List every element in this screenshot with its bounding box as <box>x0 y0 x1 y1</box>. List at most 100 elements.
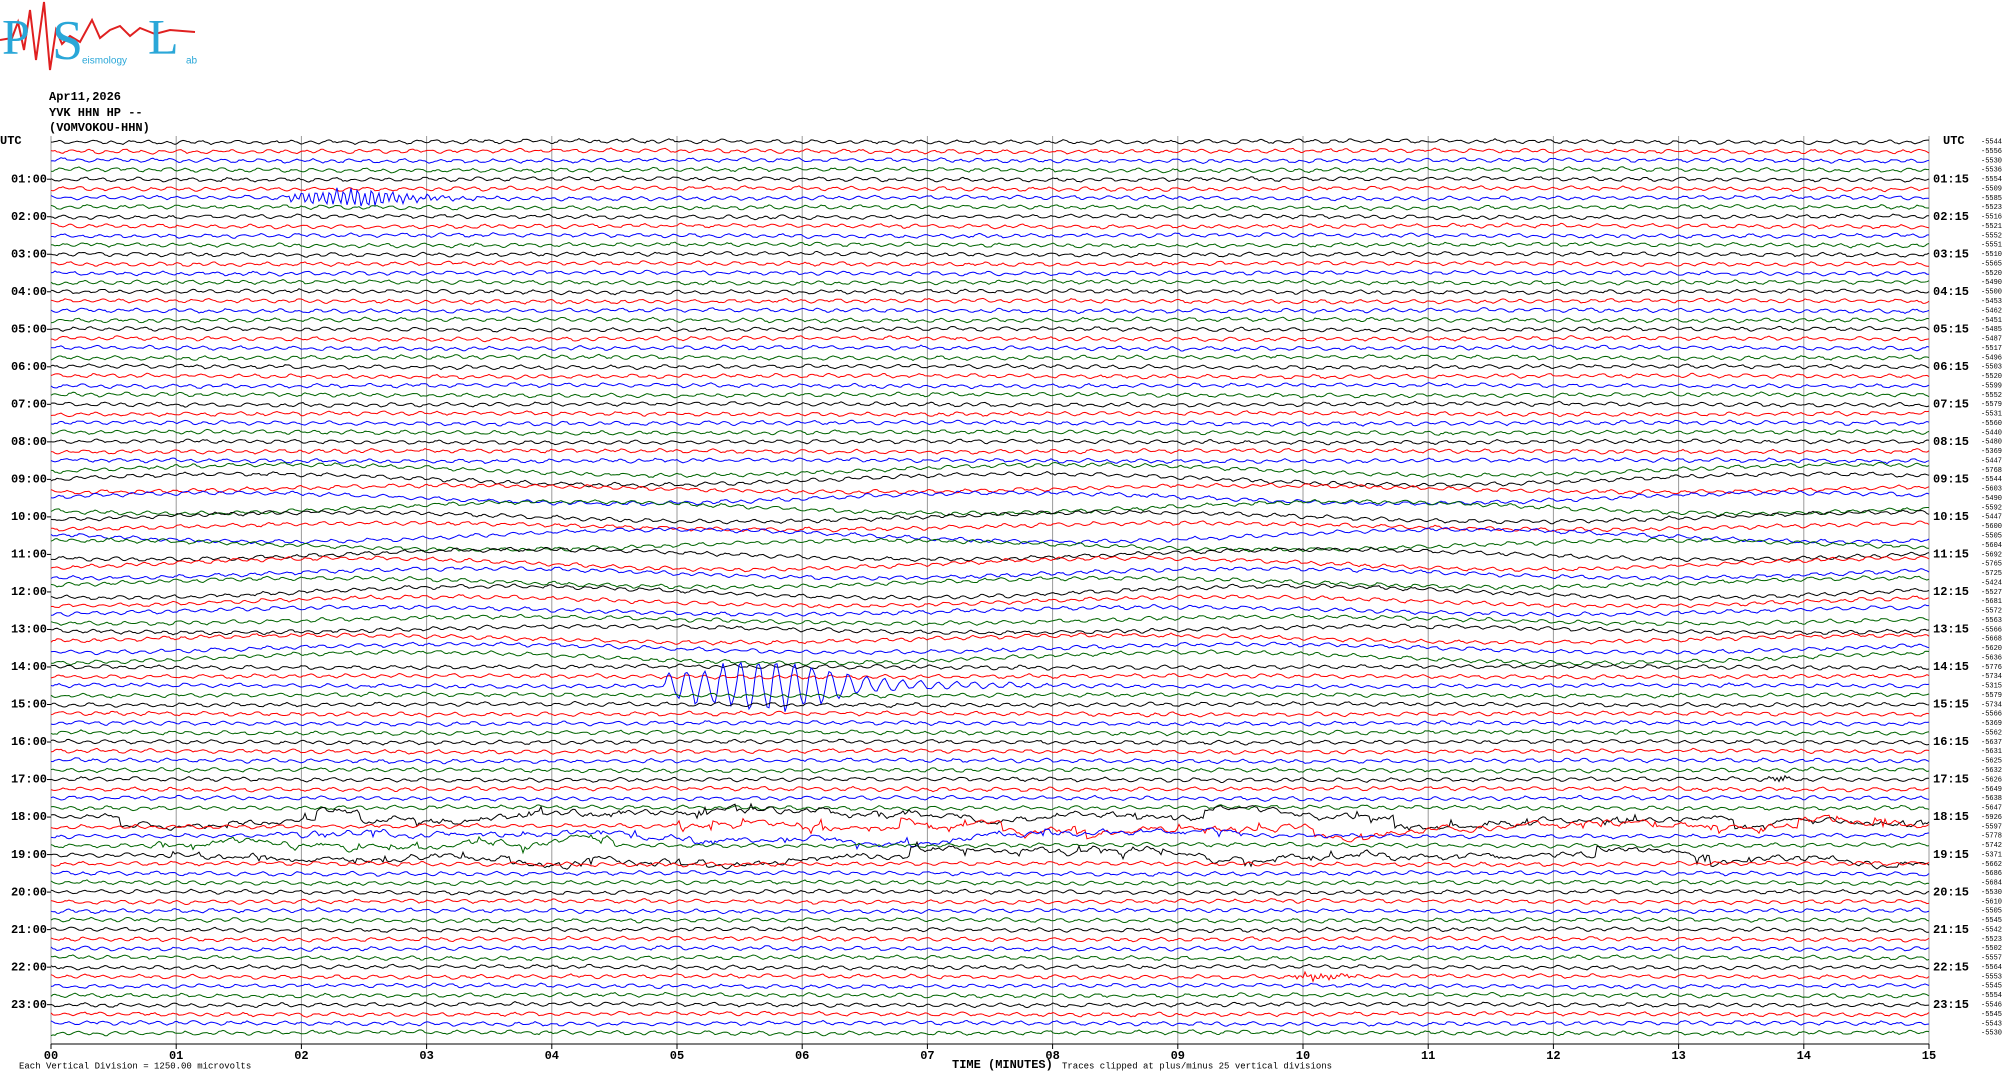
trace <box>50 583 1930 601</box>
hour-label: 18:00 <box>11 810 47 824</box>
trace-offset: -5768 <box>1981 467 2002 475</box>
trace <box>50 926 1930 934</box>
hour-label: 09:00 <box>11 473 47 487</box>
trace-offset: -5626 <box>1981 776 2002 784</box>
trace <box>50 604 1929 617</box>
trace <box>50 461 1930 478</box>
trace <box>50 527 1930 545</box>
hour-label: 22:15 <box>1933 960 1969 974</box>
trace-offset: -5592 <box>1981 504 2002 512</box>
hour-label: 14:15 <box>1933 660 1969 674</box>
trace-offset: -5545 <box>1981 1011 2002 1019</box>
trace <box>50 147 1930 155</box>
trace <box>50 963 1930 971</box>
trace-offset: -5502 <box>1981 945 2002 953</box>
trace <box>50 419 1930 427</box>
trace-offset: -5579 <box>1981 401 2002 409</box>
hour-label: 21:15 <box>1933 923 1969 937</box>
trace-offset: -5369 <box>1981 448 2002 456</box>
logo-letter: P <box>2 8 30 64</box>
hour-label: 21:00 <box>11 923 47 937</box>
trace <box>50 954 1930 962</box>
trace <box>50 555 1930 573</box>
clip-note: Traces clipped at plus/minus 25 vertical… <box>1062 1061 1332 1071</box>
hour-label: 02:15 <box>1933 210 1969 224</box>
trace <box>50 428 1930 436</box>
trace-offset: -5447 <box>1981 457 2002 465</box>
trace-offset: -5620 <box>1981 645 2002 653</box>
trace <box>50 738 1930 746</box>
x-tick-label: 09 <box>1171 1049 1185 1063</box>
hour-label: 02:00 <box>11 210 47 224</box>
trace-offset: -5562 <box>1981 729 2002 737</box>
trace <box>50 663 1930 671</box>
trace-offset: -5668 <box>1981 636 2002 644</box>
hour-label: 19:00 <box>11 848 47 862</box>
hour-label: 18:15 <box>1933 810 1969 824</box>
trace <box>50 785 1930 793</box>
trace <box>50 944 1930 952</box>
trace-offset: -5447 <box>1981 514 2002 522</box>
trace <box>50 166 1930 174</box>
traces <box>50 138 1930 1037</box>
hour-label: 15:00 <box>11 698 47 712</box>
trace-offset: -5560 <box>1981 420 2002 428</box>
trace <box>50 222 1930 230</box>
trace-offset: -5684 <box>1981 880 2002 888</box>
trace-offset: -5579 <box>1981 692 2002 700</box>
trace <box>50 916 1930 924</box>
trace-offset: -5505 <box>1981 533 2002 541</box>
trace <box>50 391 1930 399</box>
x-tick-label: 08 <box>1045 1049 1059 1063</box>
hour-label: 12:15 <box>1933 585 1969 599</box>
x-tick-label: 01 <box>169 1049 183 1063</box>
hour-label: 05:15 <box>1933 322 1969 336</box>
hour-label: 15:15 <box>1933 698 1969 712</box>
logo-letter: S <box>52 10 83 72</box>
x-tick-label: 07 <box>920 1049 934 1063</box>
trace <box>50 203 1929 211</box>
trace-offset: -5926 <box>1981 814 2002 822</box>
trace <box>50 363 1930 371</box>
trace-offset: -5552 <box>1981 232 2002 240</box>
hour-label: 13:00 <box>11 623 47 637</box>
trace-offset: -5600 <box>1981 523 2002 531</box>
trace-offset: -5543 <box>1981 1020 2002 1028</box>
trace <box>50 827 1930 851</box>
x-tick-label: 15 <box>1922 1049 1936 1063</box>
trace-offset: -5734 <box>1981 701 2002 709</box>
right-axis-title: UTC <box>1943 134 1965 148</box>
trace <box>50 1019 1930 1027</box>
trace <box>50 278 1930 286</box>
trace <box>50 840 1930 870</box>
logo-letter: L <box>148 8 179 64</box>
trace-offset: -5662 <box>1981 861 2002 869</box>
trace <box>50 175 1930 183</box>
trace-offset: -5625 <box>1981 758 2002 766</box>
trace <box>50 509 1930 525</box>
trace-offset: -5631 <box>1981 748 2002 756</box>
trace <box>50 766 1930 774</box>
trace-offset: -5520 <box>1981 270 2002 278</box>
x-tick-label: 14 <box>1797 1049 1811 1063</box>
trace-offset: -5544 <box>1981 476 2002 484</box>
trace-offset: -5505 <box>1981 908 2002 916</box>
trace-offset: -5527 <box>1981 589 2002 597</box>
trace <box>50 288 1930 296</box>
trace-offset: -5517 <box>1981 345 2002 353</box>
trace-offset: -5637 <box>1981 739 2002 747</box>
trace <box>50 1001 1930 1009</box>
hour-label: 10:15 <box>1933 510 1969 524</box>
trace <box>50 307 1930 315</box>
trace-offset: -5610 <box>1981 898 2002 906</box>
trace-offset: -5462 <box>1981 307 2002 315</box>
hour-label: 14:00 <box>11 660 47 674</box>
trace <box>50 187 1930 207</box>
trace <box>50 594 1930 609</box>
trace-offset: -5510 <box>1981 251 2002 259</box>
trace <box>50 935 1930 943</box>
trace-offset: -5545 <box>1981 983 2002 991</box>
trace-offset: -5503 <box>1981 364 2002 372</box>
hour-label: 19:15 <box>1933 848 1969 862</box>
hour-label: 16:00 <box>11 735 47 749</box>
